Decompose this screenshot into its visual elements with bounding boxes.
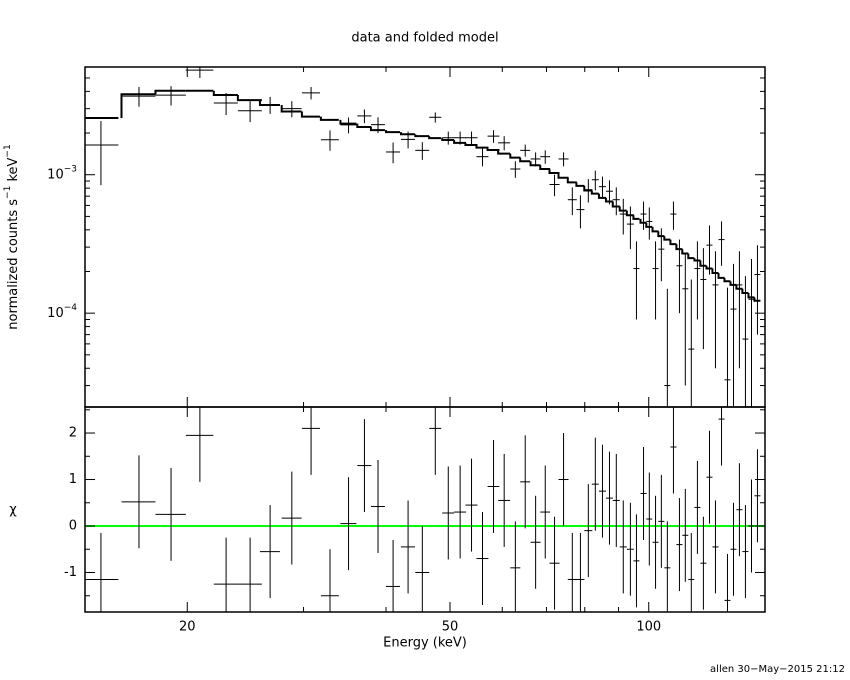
model-step — [339, 119, 357, 125]
model-step — [548, 168, 560, 174]
model-step — [717, 273, 725, 279]
model-step — [729, 281, 737, 286]
model-step — [741, 288, 749, 294]
model-step — [212, 90, 238, 96]
y-tick-label: 10−3 — [47, 164, 77, 182]
panel-frame — [84, 406, 766, 613]
model-step — [663, 236, 671, 241]
model-step — [632, 215, 640, 220]
model-step — [575, 182, 585, 187]
x-tick-label: 50 — [442, 620, 459, 635]
y-tick-exponent: −3 — [64, 164, 77, 174]
top-plot — [85, 67, 761, 407]
y-tick-label: 1 — [69, 472, 77, 487]
model-step — [519, 157, 531, 163]
y-tick-label: 0 — [69, 519, 77, 534]
model-step — [319, 116, 339, 121]
model-step — [711, 268, 719, 275]
model-step — [369, 127, 385, 132]
model-step — [705, 265, 713, 270]
model-step — [645, 222, 653, 228]
model-step — [280, 104, 302, 113]
model-step — [639, 218, 647, 224]
model-step — [583, 185, 593, 192]
model-step — [236, 94, 262, 102]
model-step — [723, 277, 731, 283]
y-tick-exponent: −4 — [64, 303, 78, 313]
y2-axis-label: χ — [9, 503, 17, 518]
x-axis-label: Energy (keV) — [383, 636, 467, 651]
model-step — [747, 292, 755, 299]
model-step — [509, 153, 521, 159]
model-step — [154, 89, 186, 95]
model-step — [753, 297, 761, 302]
y-tick-base: 10 — [47, 306, 64, 321]
model-step — [414, 134, 430, 138]
model-step — [486, 147, 500, 151]
model-step — [497, 149, 511, 155]
y-label-part: −1 — [3, 186, 13, 199]
y-axis-label: normalized counts s−1 keV−1 — [3, 144, 21, 329]
y-label-part: normalized counts s — [6, 199, 21, 330]
y-tick-label: -1 — [64, 565, 77, 580]
x-tick-label: 100 — [636, 620, 661, 635]
model-step — [557, 172, 569, 179]
model-step — [356, 123, 372, 129]
model-step — [385, 130, 401, 134]
model-step — [300, 111, 320, 118]
model-step — [475, 144, 489, 149]
model-step — [597, 193, 606, 199]
model-step — [681, 249, 689, 255]
model-step — [604, 197, 613, 203]
model-step — [611, 201, 620, 208]
model-step — [675, 244, 683, 251]
y-label-part: −1 — [3, 144, 13, 157]
y-tick-label: 10−4 — [47, 303, 77, 321]
model-step — [669, 239, 677, 246]
x-tick-label: 20 — [179, 620, 196, 635]
model-step — [735, 284, 743, 290]
model-step — [618, 206, 627, 212]
bottom-plot — [85, 407, 765, 612]
model-step — [693, 258, 701, 262]
model-step — [625, 210, 634, 217]
model-step — [687, 253, 695, 260]
model-step — [453, 140, 467, 144]
y-tick-base: 10 — [47, 167, 64, 182]
model-step — [120, 93, 156, 118]
model-step — [566, 177, 577, 184]
model-step — [590, 190, 599, 195]
chart-title: data and folded model — [351, 31, 498, 46]
model-step — [464, 142, 478, 146]
footer: allen 30−May−2015 21:12 — [710, 664, 845, 675]
model-step — [699, 260, 707, 267]
model-step — [428, 136, 442, 140]
model-step — [657, 231, 665, 238]
model-step — [539, 165, 551, 170]
y-tick-label: 2 — [69, 426, 77, 441]
y-label-part: keV — [6, 157, 21, 185]
model-step — [399, 132, 416, 136]
model-step — [651, 226, 659, 233]
model-step — [441, 138, 455, 142]
model-step — [529, 161, 541, 167]
